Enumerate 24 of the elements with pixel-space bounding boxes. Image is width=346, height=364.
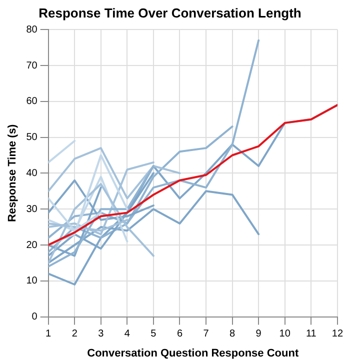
x-tick-label: 1 (46, 328, 52, 340)
x-tick-label: 2 (72, 328, 78, 340)
x-tick-label: 11 (306, 328, 317, 340)
chart-title: Response Time Over Conversation Length (38, 5, 302, 20)
y-tick-label: 40 (26, 168, 38, 179)
y-axis-title: Response Time (s) (6, 124, 19, 222)
x-axis-title: Conversation Question Response Count (87, 347, 299, 360)
y-tick-label: 10 (26, 276, 38, 287)
x-tick-label: 7 (203, 328, 210, 340)
x-tick-label: 12 (332, 328, 344, 340)
x-tick-label: 10 (279, 328, 291, 340)
x-tick-label: 5 (150, 328, 157, 340)
y-tick-label: 60 (26, 96, 38, 108)
y-tick-label: 50 (26, 132, 38, 144)
x-tick-label: 3 (98, 328, 104, 340)
x-tick-label: 6 (176, 328, 183, 340)
y-tick-label: 20 (26, 240, 38, 251)
y-tick-label: 30 (26, 204, 38, 215)
x-tick-label: 4 (124, 328, 130, 340)
x-tick-label: 8 (230, 328, 236, 340)
y-tick-label: 0 (32, 312, 38, 323)
y-tick-label: 70 (26, 60, 38, 72)
y-tick-label: 80 (26, 24, 38, 36)
x-tick-label: 9 (256, 328, 262, 340)
